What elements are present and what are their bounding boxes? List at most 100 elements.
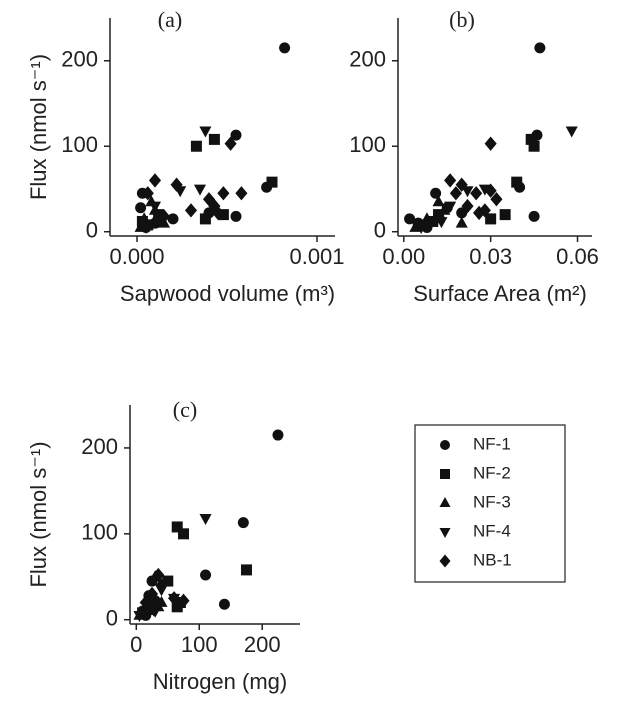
y-tick-label: 0 [106,606,118,631]
point [272,429,284,441]
point [200,569,212,581]
point [133,611,146,623]
point [461,198,474,214]
point [217,186,230,201]
x-tick-label: 0.000 [109,244,164,269]
x-tick-label: 100 [181,632,218,657]
point [470,186,483,201]
legend-marker [439,554,451,568]
x-tick-label: 0.00 [382,244,425,269]
point [170,177,183,192]
y-tick-label: 200 [61,47,98,72]
point [217,209,229,221]
point [148,173,162,188]
point [145,586,159,602]
point [184,203,198,218]
point [193,184,207,196]
point [155,578,168,593]
legend-label: NF-4 [473,521,511,540]
y-tick-label: 200 [349,47,386,72]
point [420,212,434,224]
point [432,195,445,207]
legend-label: NB-1 [473,550,512,569]
x-tick-label: 0 [130,632,142,657]
point [490,192,503,207]
point [484,183,497,198]
y-tick-label: 0 [374,218,386,243]
point [449,186,462,201]
x-axis-label: Nitrogen (mg) [153,669,287,694]
point [235,186,248,201]
y-tick-label: 0 [86,218,98,243]
legend-marker [440,440,450,450]
x-axis-label: Sapwood volume (m³) [120,281,335,306]
point [409,220,422,232]
x-tick-label: 0.03 [469,244,512,269]
point [455,216,468,228]
legend-label: NF-1 [473,434,511,453]
point [473,205,486,221]
point [138,212,151,224]
point [444,173,457,188]
point [171,601,183,613]
point [266,176,278,188]
point [444,201,457,213]
point [415,223,428,235]
point [525,133,537,145]
point [178,528,190,540]
legend-marker [440,469,450,479]
point [484,136,497,151]
point [478,203,491,218]
point [199,126,212,138]
y-tick-label: 100 [61,132,98,157]
legend-marker [439,497,451,507]
point [230,129,242,141]
point [168,591,181,606]
point [230,210,242,222]
point [438,203,451,215]
point [224,136,237,151]
point [171,521,183,533]
y-tick-label: 100 [349,132,386,157]
point [218,598,230,610]
x-tick-label: 200 [244,632,281,657]
point [157,209,171,224]
panel-label: (c) [173,397,197,422]
x-tick-label: 0.06 [556,244,599,269]
point [461,186,474,198]
point [237,517,249,529]
point [511,176,523,188]
point [208,133,220,145]
point [528,140,540,152]
point [404,213,416,225]
point [135,202,147,214]
point [528,210,540,222]
point [279,42,291,54]
point [499,209,511,221]
point [177,593,190,608]
point [427,215,439,227]
point [565,126,578,138]
point [167,213,179,225]
point [190,140,202,152]
point [139,595,152,610]
point [147,602,160,617]
point [432,209,445,224]
point [199,513,212,525]
point [139,223,153,235]
point [141,186,154,201]
legend-label: NF-2 [473,463,511,482]
point [456,207,468,219]
x-axis-label: Surface Area (m²) [413,281,587,306]
x-tick-label: 0.001 [289,244,344,269]
y-tick-label: 200 [81,434,118,459]
point [199,213,211,225]
point [455,177,468,192]
y-tick-label: 100 [81,520,118,545]
point [534,42,546,54]
legend-label: NF-3 [473,492,511,511]
point [155,595,168,607]
point [485,213,497,225]
panel-label: (a) [158,7,182,32]
